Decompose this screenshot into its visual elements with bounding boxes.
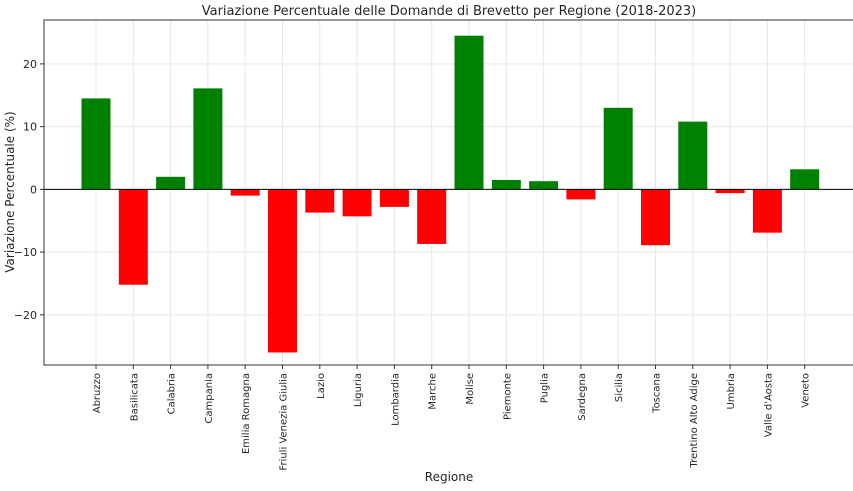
x-tick-label: Piemonte <box>502 373 513 420</box>
x-tick-label: Sardegna <box>577 373 588 421</box>
y-tick-label: −10 <box>14 246 37 259</box>
x-tick-label: Calabria <box>167 373 178 414</box>
y-tick-label: −20 <box>14 309 37 322</box>
bar <box>81 98 111 190</box>
chart-title: Variazione Percentuale delle Domande di … <box>202 4 697 19</box>
y-tick-label: 10 <box>23 121 37 134</box>
x-tick-label: Veneto <box>801 373 812 408</box>
bar <box>491 179 521 190</box>
y-tick-label: 20 <box>23 58 37 71</box>
x-tick-label: Puglia <box>540 373 551 403</box>
x-tick-label: Liguria <box>353 373 364 407</box>
bar <box>417 189 447 244</box>
bar <box>156 176 186 190</box>
x-tick-label: Emilia Romagna <box>241 373 252 454</box>
x-tick-label: Umbria <box>726 373 737 409</box>
x-tick-label: Toscana <box>652 373 663 414</box>
bar <box>305 189 335 213</box>
x-tick-label: Molise <box>465 373 476 405</box>
bar <box>454 35 484 190</box>
x-axis-label: Regione <box>425 470 473 484</box>
bar <box>342 189 372 217</box>
x-tick-label: Sicilia <box>614 373 625 402</box>
bar <box>790 169 820 190</box>
x-tick-label: Abruzzo <box>92 373 103 413</box>
bar <box>678 121 708 190</box>
bar <box>268 189 297 353</box>
bar <box>193 88 223 190</box>
bar <box>529 181 559 190</box>
plot-frame <box>43 19 853 366</box>
bar <box>641 189 670 246</box>
x-tick-label: Lombardia <box>390 373 401 426</box>
bar <box>566 189 596 200</box>
x-tick-label: Friuli Venezia Giulia <box>279 373 290 471</box>
x-tick-label: Marche <box>428 373 439 410</box>
bar <box>715 189 745 194</box>
bar <box>603 107 633 190</box>
x-axis: Abruzzo Basilicata Calabria Campania Emilia … <box>92 365 812 471</box>
bars <box>81 35 820 353</box>
bar <box>118 189 148 285</box>
bar <box>752 189 782 233</box>
x-tick-label: Valle d'Aosta <box>763 373 774 437</box>
y-axis: −20 −10 0 10 20 <box>14 58 44 322</box>
x-tick-label: Lazio <box>316 373 327 399</box>
y-tick-label: 0 <box>30 183 37 196</box>
x-tick-label: Trentino Alto Adige <box>689 373 700 468</box>
bar <box>379 189 409 207</box>
x-tick-label: Campania <box>204 373 215 424</box>
bar <box>230 189 260 196</box>
y-axis-label: Variazione Percentuale (%) <box>3 111 17 272</box>
x-tick-label: Basilicata <box>129 373 140 421</box>
